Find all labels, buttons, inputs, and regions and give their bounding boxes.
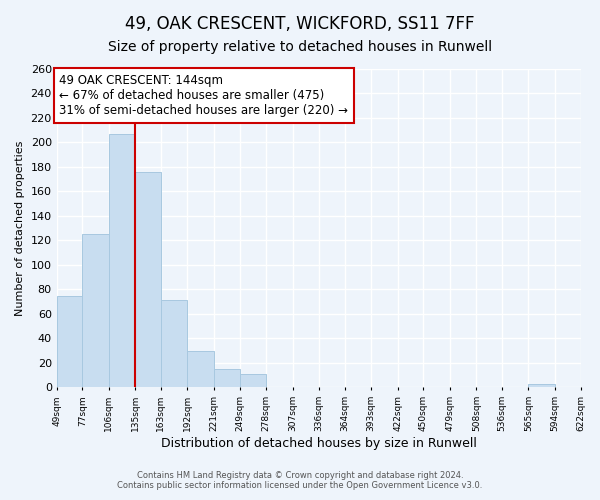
Text: Contains HM Land Registry data © Crown copyright and database right 2024.
Contai: Contains HM Land Registry data © Crown c…: [118, 470, 482, 490]
Text: Size of property relative to detached houses in Runwell: Size of property relative to detached ho…: [108, 40, 492, 54]
Bar: [135, 172, 161, 388]
Text: 49 OAK CRESCENT: 144sqm
← 67% of detached houses are smaller (475)
31% of semi-d: 49 OAK CRESCENT: 144sqm ← 67% of detache…: [59, 74, 349, 117]
Bar: [109, 134, 135, 388]
Bar: [56, 296, 82, 388]
Bar: [529, 384, 555, 388]
Bar: [187, 350, 214, 388]
Bar: [239, 374, 266, 388]
Bar: [161, 300, 187, 388]
Y-axis label: Number of detached properties: Number of detached properties: [15, 140, 25, 316]
Text: 49, OAK CRESCENT, WICKFORD, SS11 7FF: 49, OAK CRESCENT, WICKFORD, SS11 7FF: [125, 15, 475, 33]
Bar: [82, 234, 109, 388]
X-axis label: Distribution of detached houses by size in Runwell: Distribution of detached houses by size …: [161, 437, 476, 450]
Bar: [214, 369, 239, 388]
